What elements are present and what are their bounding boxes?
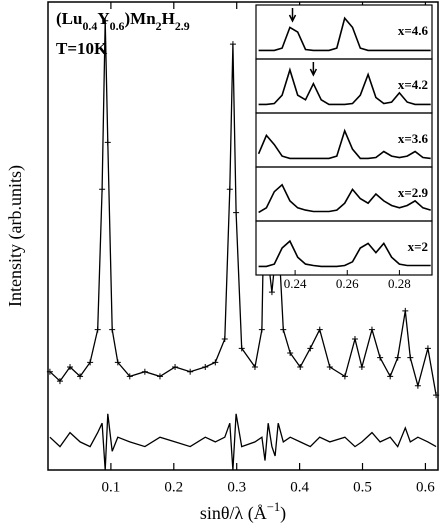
data-point: [297, 364, 304, 371]
data-point: [56, 378, 63, 385]
data-point: [377, 354, 384, 361]
data-point: [67, 364, 74, 371]
data-point: [287, 350, 294, 356]
panel-label: x=2.9: [398, 185, 429, 200]
x-axis-label-part: ): [280, 503, 286, 524]
annotation: T=10K: [56, 39, 108, 58]
chart-title-part: 2.9: [175, 19, 190, 33]
inset-x-tick-label: 0.24: [284, 276, 307, 291]
x-tick-label: 0.4: [290, 479, 309, 495]
data-point: [172, 364, 179, 371]
x-tick-label: 0.5: [353, 479, 372, 495]
data-point: [258, 326, 265, 333]
data-point: [109, 326, 116, 333]
data-point: [156, 373, 163, 380]
data-point: [77, 373, 84, 380]
data-point: [187, 368, 194, 375]
data-point: [280, 326, 287, 333]
data-point: [251, 364, 258, 371]
x-axis-label: sinθ/λ (Å−1): [200, 500, 286, 524]
inset-line: [258, 183, 431, 214]
data-point: [368, 326, 375, 333]
data-point: [202, 364, 209, 371]
data-point: [238, 345, 245, 352]
data-point: [114, 359, 121, 366]
panel-label: x=3.6: [398, 131, 429, 146]
x-tick-label: 0.3: [227, 479, 246, 495]
data-point: [402, 307, 409, 314]
panel-label: x=4.6: [398, 23, 429, 38]
data-point: [104, 139, 111, 146]
x-axis-label-part: sinθ/λ (Å: [200, 503, 267, 524]
data-point: [99, 186, 106, 193]
data-line: [49, 20, 437, 396]
arrow: [309, 62, 318, 77]
arrow: [288, 8, 297, 23]
data-point: [394, 354, 401, 361]
data-point: [407, 354, 414, 361]
data-point: [351, 335, 358, 342]
data-point: [102, 17, 109, 24]
data-point: [212, 359, 219, 366]
data-point: [268, 289, 275, 296]
inset-line: [258, 67, 431, 106]
data-point: [358, 364, 365, 371]
data-point: [433, 392, 440, 399]
chart-title-part: H: [162, 9, 175, 28]
panel-label: x=2: [408, 239, 428, 254]
chart-title: (Lu0.4Y0.6)Mn2H2.9: [56, 9, 190, 33]
x-tick-label: 0.6: [416, 479, 435, 495]
data-point: [424, 345, 431, 352]
chart-title-part: 0.4: [82, 19, 97, 33]
chart-title-part: 2: [156, 19, 162, 33]
chart-title-part: Y: [97, 9, 109, 28]
chart-title-part: 0.6: [110, 19, 125, 33]
inset-panel: [255, 220, 433, 276]
data-point: [221, 335, 228, 342]
data-point: [326, 364, 333, 371]
data-point: [87, 359, 94, 366]
data-point: [126, 373, 133, 380]
inset-x-tick-label: 0.28: [388, 276, 411, 291]
data-point: [141, 368, 148, 375]
plot-frame: [47, 1, 439, 471]
chart-title-part: (Lu: [56, 9, 82, 28]
data-point: [414, 382, 421, 389]
data-point: [229, 41, 236, 48]
x-tick-label: 0.2: [164, 479, 183, 495]
inset-line: [257, 128, 431, 160]
data-point: [233, 209, 240, 216]
data-point: [316, 326, 323, 333]
chart-title-part: )Mn: [125, 9, 157, 28]
inset-line: [258, 239, 431, 268]
data-point: [387, 373, 394, 380]
inset-x-tick-label: 0.26: [336, 276, 359, 291]
panel-label: x=4.2: [398, 77, 428, 92]
data-line: [49, 413, 437, 471]
data-point: [94, 326, 101, 333]
x-axis-label-part: −1: [267, 500, 280, 514]
inset-line: [258, 16, 431, 52]
x-tick-label: 0.1: [102, 479, 121, 495]
y-axis-label: Intensity (arb.units): [5, 165, 26, 307]
data-point: [226, 186, 233, 193]
data-point: [341, 373, 348, 380]
data-point: [307, 345, 314, 352]
data-point: [46, 368, 53, 375]
